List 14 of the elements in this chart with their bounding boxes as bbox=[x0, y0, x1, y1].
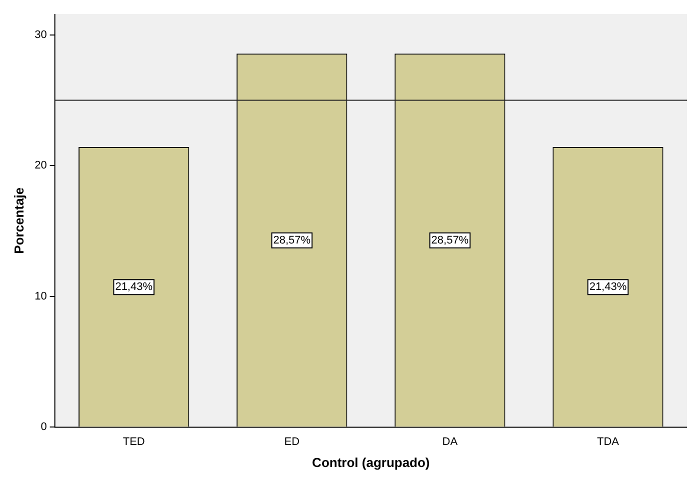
x-tick-label: ED bbox=[284, 436, 300, 448]
data-label: 21,43% bbox=[115, 281, 153, 294]
y-tick-label: 30 bbox=[34, 28, 47, 41]
y-axis-title: Porcentaje bbox=[11, 187, 26, 254]
x-tick-label: TED bbox=[122, 436, 145, 448]
x-axis-title: Control (agrupado) bbox=[312, 454, 430, 470]
data-label: 28,57% bbox=[273, 234, 311, 246]
x-tick-label: TDA bbox=[596, 436, 620, 448]
data-label: 21,43% bbox=[589, 281, 627, 294]
data-label: 28,57% bbox=[431, 234, 469, 246]
y-tick-label: 10 bbox=[34, 290, 47, 302]
y-tick-label: 0 bbox=[40, 421, 47, 434]
y-tick-label: 20 bbox=[34, 160, 47, 172]
x-tick-label: DA bbox=[442, 436, 458, 448]
